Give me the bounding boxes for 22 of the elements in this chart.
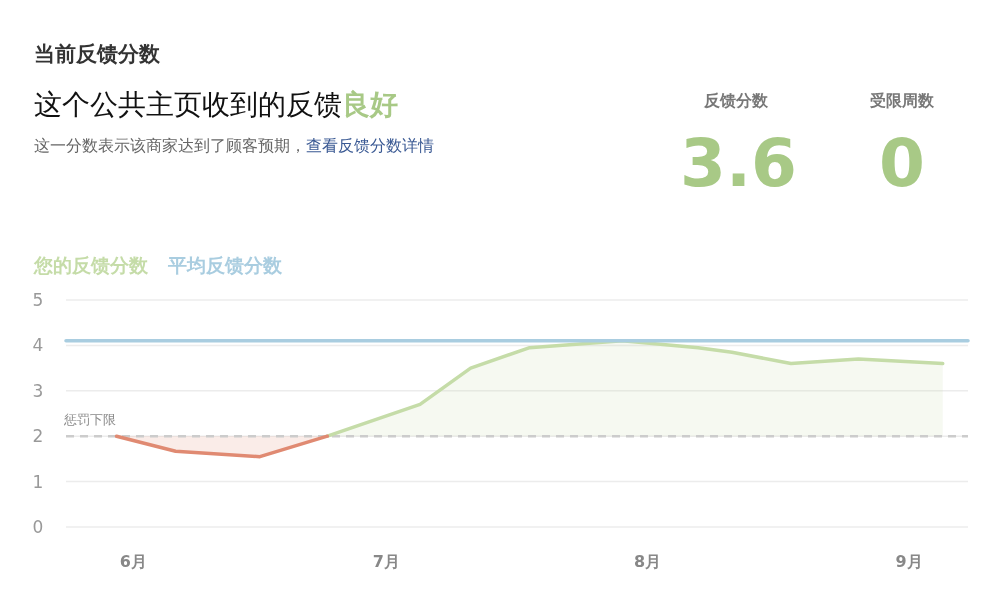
x-tick-label: 9月 (895, 552, 923, 571)
text: 查看反馈分数详情 (306, 136, 434, 155)
y-tick-label: 4 (32, 335, 44, 356)
text: 良好 (342, 88, 398, 121)
text: 这一分数表示该商家达到了顾客预期， (34, 136, 306, 155)
x-tick-label: 7月 (372, 552, 400, 571)
x-tick-label: 6月 (119, 552, 148, 571)
text: 当前反馈分数 (34, 41, 160, 68)
text: 受限周数 (869, 91, 935, 112)
y-tick-label: 0 (32, 517, 44, 537)
text: 0 (878, 125, 926, 202)
text: 反馈分数 (703, 91, 769, 112)
text: 这个公共主页收到的反馈 (34, 88, 342, 121)
y-tick-label: 5 (32, 290, 44, 310)
text: 您的反馈分数 (33, 254, 149, 276)
text: 3.6 (680, 125, 797, 202)
y-tick-label: 2 (32, 426, 44, 447)
y-tick-label: 1 (32, 471, 44, 492)
y-tick-label: 3 (32, 380, 44, 401)
text: 平均反馈分数 (167, 254, 283, 276)
x-tick-label: 8月 (634, 552, 662, 571)
ref-line-label: 惩罚下限 (63, 412, 116, 428)
